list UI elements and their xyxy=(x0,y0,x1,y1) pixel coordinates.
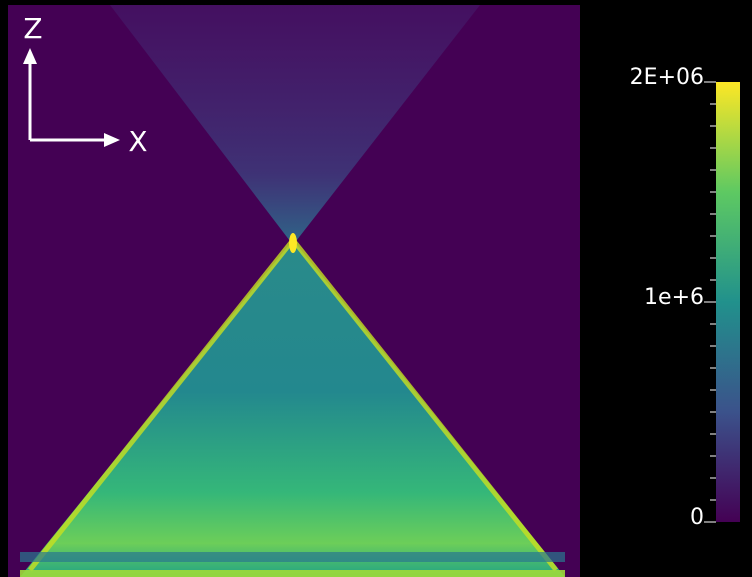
focus xyxy=(289,233,297,253)
x-arrow-head xyxy=(104,133,120,147)
base-band xyxy=(20,552,565,562)
x-label: X xyxy=(128,125,147,158)
colorbar-tick-label: 0 xyxy=(690,505,704,530)
z-label: Z xyxy=(23,12,42,45)
cone-edge xyxy=(28,238,295,572)
colorbar-tick-label: 1e+6 xyxy=(644,285,704,310)
lower-cone xyxy=(20,240,565,577)
upper-cone xyxy=(110,5,480,245)
colorbar xyxy=(716,82,740,522)
colorbar-tick-label: 2E+06 xyxy=(630,65,704,90)
base-band xyxy=(20,570,565,577)
cone-edge xyxy=(291,238,558,572)
z-arrow-head xyxy=(23,48,37,64)
